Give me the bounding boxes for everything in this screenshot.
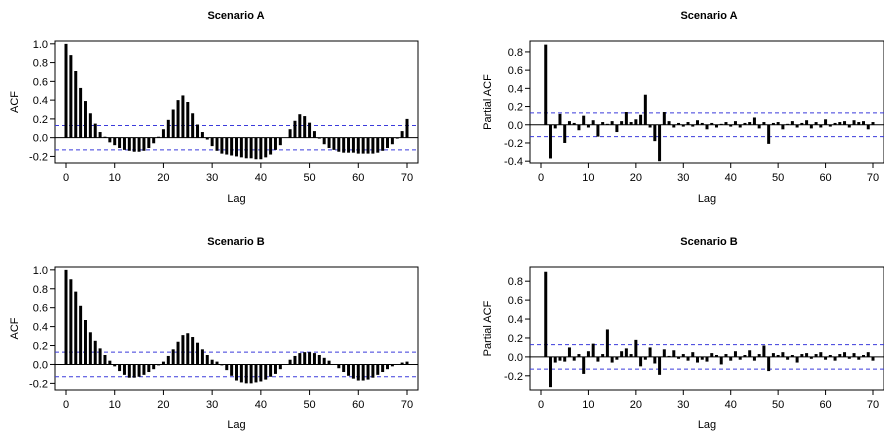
x-tick-label: 10 — [109, 399, 121, 411]
y-axis-label: Partial ACF — [482, 300, 494, 356]
x-tick-label: 0 — [63, 399, 69, 411]
y-tick-label: 0.0 — [33, 133, 48, 145]
panel-pacf-scenario-a: Scenario A Lag Partial ACF -0.4 -0.2 0.0 0.2 0.… — [482, 10, 884, 205]
y-tick-label: 0.8 — [508, 276, 523, 288]
y-tick-label: 0.2 — [508, 102, 523, 114]
plot-frame — [54, 40, 419, 164]
x-tick-label: 50 — [772, 172, 784, 184]
y-tick-label: 0.0 — [508, 352, 523, 364]
y-tick-label: 0.6 — [33, 303, 48, 315]
x-tick-label: 40 — [725, 399, 737, 411]
y-tick-label: 0.8 — [33, 284, 48, 296]
x-tick-label: 70 — [867, 172, 879, 184]
y-tick-label: 0.4 — [508, 83, 523, 95]
x-axis-label: Lag — [227, 419, 245, 431]
y-tick-label: 0.6 — [33, 76, 48, 88]
x-tick-label: 30 — [206, 399, 218, 411]
x-axis-label: Lag — [227, 193, 245, 205]
x-tick-label: 20 — [630, 399, 642, 411]
chart-title: Scenario B — [680, 236, 738, 248]
y-tick-label: 0.4 — [33, 322, 48, 334]
panel-pacf-scenario-b: Scenario B Lag Partial ACF -0.2 0.0 0.2 0.4 0.6… — [482, 236, 884, 431]
y-tick-label: 0.2 — [33, 341, 48, 353]
x-tick-label: 20 — [157, 172, 169, 184]
x-tick-label: 40 — [255, 172, 267, 184]
x-tick-label: 10 — [582, 399, 594, 411]
x-tick-label: 60 — [352, 399, 364, 411]
x-tick-label: 10 — [109, 172, 121, 184]
plot-frame — [529, 40, 884, 164]
y-tick-label: 1.0 — [33, 39, 48, 51]
x-tick-label: 0 — [63, 172, 69, 184]
x-tick-label: 30 — [206, 172, 218, 184]
y-tick-label: 0.6 — [508, 295, 523, 307]
x-tick-label: 60 — [352, 172, 364, 184]
chart-title: Scenario B — [207, 236, 265, 248]
x-tick-label: 30 — [677, 172, 689, 184]
x-tick-label: 20 — [630, 172, 642, 184]
y-tick-label: -0.2 — [504, 371, 523, 383]
x-tick-label: 40 — [255, 399, 267, 411]
chart-title: Scenario A — [680, 10, 737, 22]
y-tick-label: 0.2 — [508, 333, 523, 345]
x-tick-label: 60 — [819, 172, 831, 184]
y-tick-label: 0.8 — [508, 47, 523, 59]
y-axis-label: ACF — [9, 317, 21, 339]
y-tick-label: -0.2 — [29, 151, 48, 163]
x-tick-label: 70 — [401, 399, 413, 411]
y-tick-label: 0.2 — [33, 114, 48, 126]
x-tick-label: 30 — [677, 399, 689, 411]
y-tick-label: 0.8 — [33, 58, 48, 70]
y-tick-label: 0.4 — [33, 95, 48, 107]
y-tick-label: 0.0 — [33, 359, 48, 371]
x-tick-label: 40 — [725, 172, 737, 184]
y-tick-label: -0.2 — [504, 138, 523, 150]
y-tick-label: 0.4 — [508, 314, 523, 326]
x-tick-label: 20 — [157, 399, 169, 411]
x-tick-label: 0 — [538, 172, 544, 184]
y-tick-label: -0.2 — [29, 378, 48, 390]
x-tick-label: 70 — [401, 172, 413, 184]
plot-frame — [54, 266, 419, 391]
panel-acf-scenario-b: Scenario B Lag ACF -0.2 0.0 0.2 0.4 0.6 0.8 1.0 0 1… — [9, 236, 419, 431]
x-tick-label: 0 — [538, 399, 544, 411]
plot-frame — [529, 266, 884, 391]
y-tick-label: 0.0 — [508, 120, 523, 132]
x-tick-label: 50 — [772, 399, 784, 411]
x-tick-label: 60 — [819, 399, 831, 411]
y-tick-label: 0.6 — [508, 65, 523, 77]
y-tick-label: -0.4 — [504, 156, 523, 168]
x-tick-label: 50 — [303, 399, 315, 411]
x-tick-label: 70 — [867, 399, 879, 411]
chart-title: Scenario A — [207, 10, 264, 22]
y-tick-label: 1.0 — [33, 265, 48, 277]
x-axis-label: Lag — [698, 193, 716, 205]
x-tick-label: 10 — [582, 172, 594, 184]
y-axis-label: ACF — [9, 91, 21, 113]
panel-acf-scenario-a: Scenario A Lag ACF -0.2 0.0 0.2 0.4 0.6 0.8 1.0 0 1… — [9, 10, 419, 205]
x-tick-label: 50 — [303, 172, 315, 184]
y-axis-label: Partial ACF — [482, 74, 494, 130]
x-axis-label: Lag — [698, 419, 716, 431]
